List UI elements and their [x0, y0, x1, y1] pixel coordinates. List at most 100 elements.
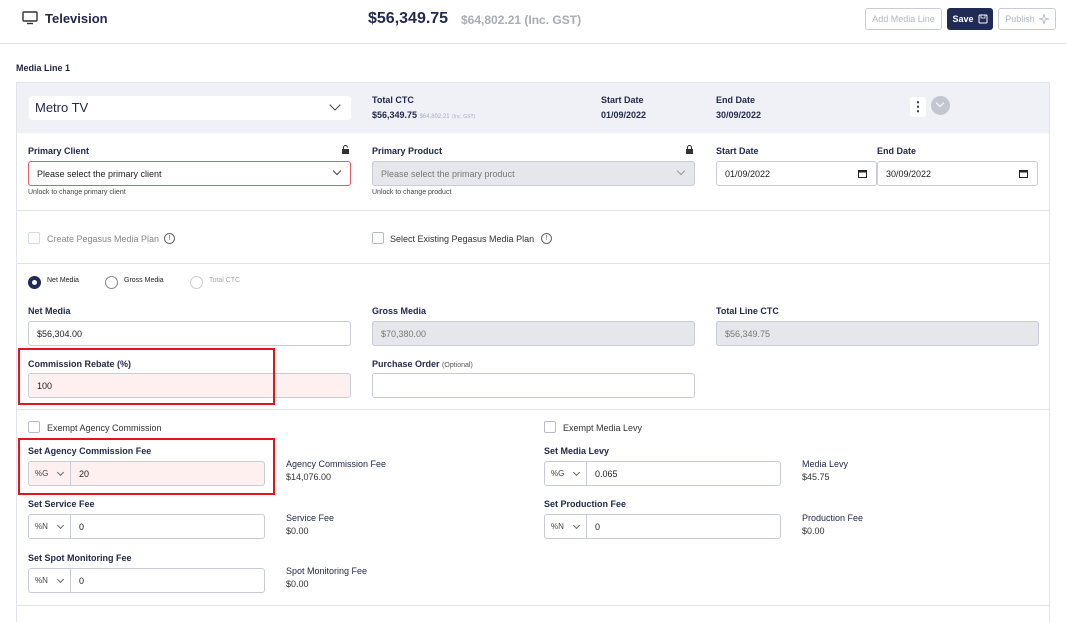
- primary-product-label: Primary Product: [372, 146, 443, 156]
- service-fee-input[interactable]: %N 0: [28, 514, 265, 539]
- gross-media-radio[interactable]: [105, 276, 118, 289]
- collapse-toggle[interactable]: [931, 96, 950, 115]
- production-fee-type-select[interactable]: %N: [545, 515, 587, 538]
- chevron-down-icon: [935, 98, 945, 108]
- media-levy-input[interactable]: %G 0.065: [544, 461, 781, 486]
- divider: [17, 409, 1049, 410]
- highlight-box-agency-fee: [18, 438, 275, 495]
- exempt-levy-label: Exempt Media Levy: [563, 423, 643, 433]
- net-media-radio[interactable]: [28, 276, 41, 289]
- chevron-down-icon: [329, 99, 341, 111]
- production-fee-input[interactable]: %N 0: [544, 514, 781, 539]
- agency-fee-name: Agency Commission Fee: [286, 459, 387, 469]
- add-media-line-button[interactable]: Add Media Line: [865, 8, 942, 30]
- primary-client-label: Primary Client: [28, 146, 90, 156]
- agency-fee-amount: $14,076.00: [286, 472, 332, 482]
- info-icon[interactable]: !: [541, 233, 552, 244]
- spot-monitoring-fee-input[interactable]: %N 0: [28, 568, 265, 593]
- end-date-field-label: End Date: [877, 146, 917, 156]
- spot-monitoring-fee-amount: $0.00: [286, 579, 309, 589]
- agency-fee-label: Set Agency Commission Fee: [28, 446, 152, 456]
- end-date-input[interactable]: 30/09/2022: [877, 161, 1038, 186]
- primary-client-select[interactable]: Please select the primary client: [28, 161, 351, 186]
- divider: [17, 605, 1049, 606]
- media-levy-label: Set Media Levy: [544, 446, 610, 456]
- total-ctc-value: $56,349.75 $64,802.21 (Inc. GST): [372, 110, 476, 120]
- chevron-down-icon: [572, 521, 581, 530]
- chevron-down-icon: [332, 166, 342, 176]
- total-line-ctc-input[interactable]: $56,349.75: [716, 321, 1039, 346]
- publish-button[interactable]: Publish: [998, 8, 1056, 30]
- calendar-icon: [858, 170, 867, 178]
- end-date-value: 30/09/2022: [716, 110, 762, 120]
- select-pegasus-checkbox[interactable]: [372, 232, 384, 244]
- exempt-levy-checkbox[interactable]: [544, 421, 556, 433]
- total-line-ctc-label: Total Line CTC: [716, 306, 779, 316]
- gross-media-radio-label: Gross Media: [124, 277, 164, 284]
- sparkle-icon: [1038, 14, 1049, 24]
- media-levy-amount: $45.75: [802, 472, 830, 482]
- start-date-value: 01/09/2022: [601, 110, 647, 120]
- save-button[interactable]: Save: [947, 8, 993, 30]
- agency-fee-type-select[interactable]: %G: [29, 462, 71, 485]
- service-fee-type-select[interactable]: %N: [29, 515, 71, 538]
- spot-monitoring-type-select[interactable]: %N: [29, 569, 71, 592]
- chevron-down-icon: [56, 521, 65, 530]
- page-title: Television: [45, 11, 108, 26]
- agency-fee-input[interactable]: %G 20: [28, 461, 265, 486]
- gross-media-label: Gross Media: [372, 306, 427, 316]
- start-date-input[interactable]: 01/09/2022: [716, 161, 877, 186]
- chevron-down-icon: [572, 468, 581, 477]
- divider: [17, 210, 1049, 211]
- start-date-field-label: Start Date: [716, 146, 759, 156]
- exempt-agency-checkbox[interactable]: [28, 421, 40, 433]
- total-ctc-radio[interactable]: [190, 276, 203, 289]
- media-line-header: Metro TV Total CTC $56,349.75 $64,802.21…: [17, 83, 1049, 133]
- info-icon[interactable]: !: [164, 233, 175, 244]
- production-fee-label: Set Production Fee: [544, 499, 627, 509]
- lock-icon[interactable]: [685, 145, 694, 154]
- service-fee-label: Set Service Fee: [28, 499, 95, 509]
- highlight-box-rebate: [18, 348, 275, 405]
- gross-media-input[interactable]: $70,380.00: [372, 321, 695, 346]
- net-media-radio-label: Net Media: [47, 277, 79, 284]
- commission-rebate-label: Commission Rebate (%): [28, 359, 132, 369]
- commission-rebate-input[interactable]: 100: [28, 373, 351, 398]
- chevron-down-icon: [56, 575, 65, 584]
- purchase-order-input[interactable]: [372, 373, 695, 398]
- create-pegasus-label: Create Pegasus Media Plan: [47, 234, 160, 244]
- service-fee-amount: $0.00: [286, 526, 309, 536]
- purchase-order-label: Purchase Order (Optional): [372, 359, 473, 369]
- top-bar: Television $56,349.75 $64,802.21 (Inc. G…: [0, 0, 1066, 44]
- television-icon: [22, 11, 38, 25]
- end-date-label: End Date: [716, 95, 756, 105]
- total-amount-gst: $64,802.21 (Inc. GST): [461, 13, 582, 27]
- create-pegasus-checkbox[interactable]: [28, 232, 40, 244]
- net-media-input[interactable]: $56,304.00: [28, 321, 351, 346]
- start-date-label: Start Date: [601, 95, 644, 105]
- divider: [17, 263, 1049, 264]
- calendar-icon: [1019, 170, 1028, 178]
- total-ctc-radio-label: Total CTC: [209, 277, 241, 284]
- service-fee-name: Service Fee: [286, 513, 335, 523]
- media-line-card: Metro TV Total CTC $56,349.75 $64,802.21…: [16, 82, 1050, 622]
- production-fee-name: Production Fee: [802, 513, 864, 523]
- chevron-down-icon: [676, 166, 686, 176]
- net-media-label: Net Media: [28, 306, 71, 316]
- station-select[interactable]: Metro TV: [29, 96, 351, 120]
- exempt-agency-label: Exempt Agency Commission: [47, 423, 162, 433]
- spot-monitoring-fee-name: Spot Monitoring Fee: [286, 566, 368, 576]
- primary-client-help: Unlock to change primary client: [28, 189, 126, 196]
- production-fee-amount: $0.00: [802, 526, 825, 536]
- media-levy-name: Media Levy: [802, 459, 849, 469]
- media-levy-type-select[interactable]: %G: [545, 462, 587, 485]
- total-ctc-label: Total CTC: [372, 95, 414, 105]
- section-label: Media Line 1: [16, 63, 71, 73]
- primary-product-select[interactable]: Please select the primary product: [372, 161, 695, 186]
- primary-product-help: Unlock to change product: [372, 189, 452, 196]
- spot-monitoring-fee-label: Set Spot Monitoring Fee: [28, 553, 132, 563]
- total-amount: $56,349.75: [368, 10, 449, 27]
- kebab-menu-icon[interactable]: ⋮: [910, 97, 926, 117]
- floppy-disk-icon: [978, 14, 988, 24]
- unlock-icon[interactable]: [341, 145, 350, 154]
